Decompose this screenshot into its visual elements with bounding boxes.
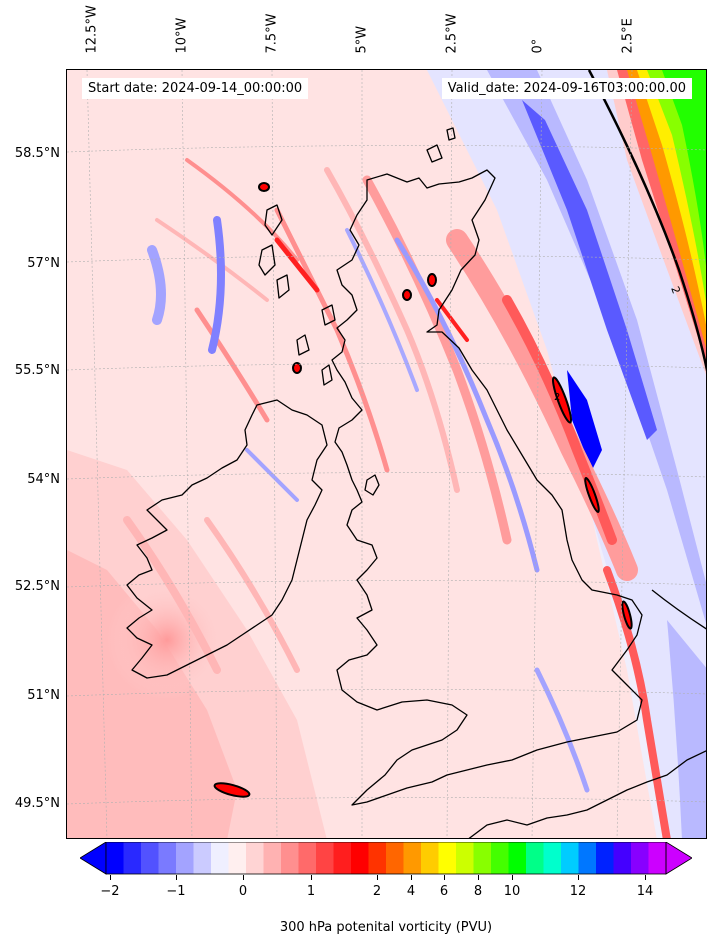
colorbar-over-arrow xyxy=(665,841,693,875)
colorbar-tick-label: 2 xyxy=(372,884,382,899)
colorbar-svg xyxy=(79,841,693,875)
lon-label-12.5w: 12.5°W xyxy=(84,5,100,54)
colorbar-segment xyxy=(613,842,632,874)
colorbar-tick-label: 10 xyxy=(503,884,521,899)
colorbar-segment xyxy=(578,842,597,874)
colorbar-tick-label: 6 xyxy=(439,884,449,899)
colorbar-tickmark xyxy=(645,875,646,880)
colorbar-segment xyxy=(176,842,194,874)
colorbar-segment xyxy=(491,842,509,874)
colorbar-segment xyxy=(648,842,667,874)
lat-label-57n: 57°N xyxy=(27,256,60,271)
colorbar-segment xyxy=(123,842,142,874)
pv2-contours xyxy=(213,182,633,798)
colorbar-segment xyxy=(281,842,299,874)
colorbar-under-arrow xyxy=(79,841,107,875)
lat-label-51n: 51°N xyxy=(27,688,60,703)
colorbar-tick-label: 8 xyxy=(473,884,483,899)
blue-field-east xyxy=(427,70,706,838)
colorbar-tickmark xyxy=(512,875,513,880)
lat-label-54n: 54°N xyxy=(27,472,60,487)
colorbar-tickmark xyxy=(243,875,244,880)
pink-blob-west xyxy=(107,580,227,700)
colorbar-segment xyxy=(456,842,474,874)
colorbar-segment xyxy=(298,842,317,874)
pv2-contour-east xyxy=(587,70,706,372)
colorbar-segment xyxy=(508,842,527,874)
map-panel: 2 2 xyxy=(66,69,707,839)
blue-core xyxy=(567,370,602,470)
colorbar-tick-label: 14 xyxy=(636,884,654,899)
colorbar-segment xyxy=(106,842,124,874)
colorbar-tickmark xyxy=(411,875,412,880)
colorbar-segment xyxy=(596,842,614,874)
colorbar-tick-label: 4 xyxy=(406,884,416,899)
colorbar-segment xyxy=(438,842,457,874)
lat-label-52.5n: 52.5°N xyxy=(14,579,60,594)
colorbar-segment xyxy=(526,842,544,874)
colorbar-tickmark xyxy=(176,875,177,880)
lat-label-58.5n: 58.5°N xyxy=(14,146,60,161)
high-pv-band: 2 xyxy=(587,70,706,375)
blue-band-se xyxy=(667,620,706,838)
colorbar-frame xyxy=(105,841,667,875)
red-streaks xyxy=(123,158,671,838)
colorbar-tickmark xyxy=(478,875,479,880)
colorbar-label: 300 hPa potenital vorticity (PVU) xyxy=(279,920,493,935)
lon-label-10w: 10°W xyxy=(174,17,190,54)
colorbar-segment xyxy=(158,842,177,874)
colorbar-segment xyxy=(246,842,264,874)
colorbar-tick-label: −1 xyxy=(166,884,186,899)
colorbar-segment xyxy=(368,842,387,874)
colorbar-segment xyxy=(333,842,352,874)
colorbar-segment xyxy=(211,842,229,874)
contour-label-east: 2 xyxy=(668,285,683,296)
lat-label-49.5n: 49.5°N xyxy=(14,796,60,811)
contour-label-center: 2 xyxy=(554,392,560,403)
colorbar-segment xyxy=(421,842,439,874)
colorbar-tickmark xyxy=(578,875,579,880)
colorbar-segment xyxy=(351,842,369,874)
colorbar-segment xyxy=(193,842,212,874)
lon-label-0: 0° xyxy=(530,38,546,54)
colorbar-segment xyxy=(263,842,282,874)
colorbar-tickmark xyxy=(110,875,111,880)
colorbar-tick-label: 0 xyxy=(238,884,248,899)
colorbar-segment xyxy=(316,842,334,874)
colorbar-segment xyxy=(386,842,404,874)
colorbar-tickmark xyxy=(444,875,445,880)
colorbar xyxy=(79,841,693,882)
lon-label-2.5e: 2.5°E xyxy=(620,18,636,54)
pv-map: 2 2 xyxy=(67,70,706,838)
lon-label-5w: 5°W xyxy=(354,25,370,54)
lon-label-7.5w: 7.5°W xyxy=(264,13,280,54)
coastlines xyxy=(126,127,706,838)
lon-label-2.5w: 2.5°W xyxy=(444,13,460,54)
colorbar-segment xyxy=(543,842,562,874)
lat-label-55.5n: 55.5°N xyxy=(14,363,60,378)
start-date-label: Start date: 2024-09-14_00:00:00 xyxy=(82,78,309,99)
colorbar-tick-label: 1 xyxy=(306,884,316,899)
valid-date-label: Valid_date: 2024-09-16T03:00:00.00 xyxy=(441,78,692,99)
colorbar-tick-label: −2 xyxy=(100,884,120,899)
colorbar-segment xyxy=(403,842,422,874)
blue-streak xyxy=(522,100,657,440)
colorbar-tick-label: 12 xyxy=(569,884,587,899)
blue-streaks xyxy=(147,216,590,793)
colorbar-tickmark xyxy=(311,875,312,880)
graticule xyxy=(67,70,706,838)
colorbar-segment xyxy=(473,842,492,874)
colorbar-segment xyxy=(631,842,649,874)
colorbar-segment xyxy=(141,842,159,874)
colorbar-segment xyxy=(228,842,247,874)
colorbar-segment xyxy=(561,842,579,874)
colorbar-tickmark xyxy=(377,875,378,880)
